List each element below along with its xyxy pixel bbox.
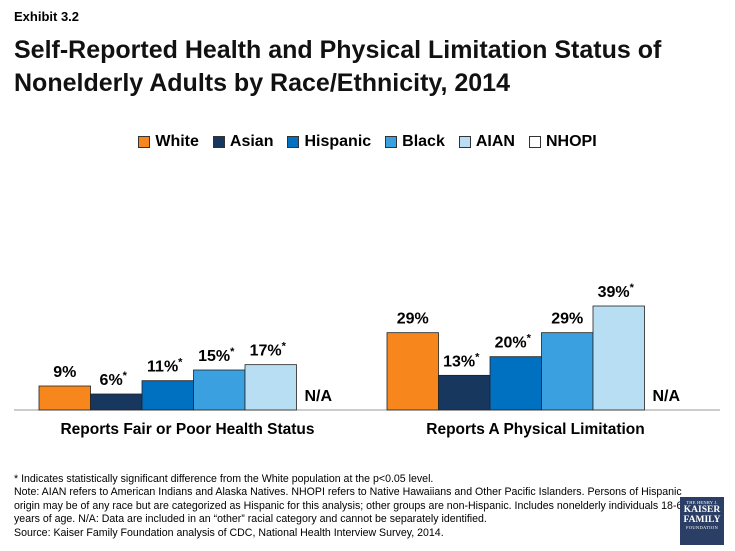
footnotes: * Indicates statistically significant di… — [14, 473, 689, 540]
data-label: 13%* — [443, 351, 480, 370]
data-label: 9% — [53, 364, 76, 381]
data-label: 20%* — [495, 333, 532, 352]
significance-asterisk: * — [630, 282, 635, 294]
data-label: 29% — [551, 311, 583, 328]
significance-asterisk: * — [475, 351, 480, 363]
bar-aian-1 — [592, 305, 645, 411]
legend-swatch-aian — [458, 136, 471, 148]
data-label: 17%* — [250, 341, 287, 360]
legend-item-white: White — [138, 133, 199, 151]
bar-black-1 — [541, 332, 594, 411]
significance-asterisk: * — [282, 341, 287, 353]
significance-asterisk: * — [178, 357, 183, 369]
category-label: Reports A Physical Limitation — [426, 421, 644, 438]
bar-chart: 9% 6%* 11%* 15%* 17%* N/A Reports Fair or Poor… — [14, 282, 720, 438]
category-label: Reports Fair or Poor Health Status — [60, 421, 314, 438]
data-label: 11%* — [147, 357, 183, 376]
data-label-na: N/A — [652, 388, 680, 405]
legend-label-white: White — [155, 133, 199, 150]
significance-asterisk: * — [123, 370, 128, 382]
legend-item-asian: Asian — [212, 133, 274, 151]
legend-swatch-asian — [212, 136, 225, 148]
significance-note: * Indicates statistically significant di… — [14, 473, 434, 485]
bar-aian-0 — [244, 364, 297, 411]
legend-item-black: Black — [385, 133, 445, 151]
bar-asian-0 — [90, 393, 143, 411]
legend-label-hispanic: Hispanic — [304, 133, 372, 150]
bar-hispanic-1 — [489, 356, 542, 411]
legend-label-nhopi: NHOPI — [545, 133, 597, 150]
data-label: 39%* — [598, 282, 635, 301]
data-label: 29% — [397, 311, 429, 328]
kff-logo: THE HENRY J. KAISER FAMILY FOUNDATION — [680, 497, 724, 545]
legend-swatch-nhopi — [528, 136, 541, 148]
chart-title: Self-Reported Health and Physical Limita… — [14, 36, 662, 97]
data-label-na: N/A — [304, 388, 332, 405]
data-label: 6%* — [100, 370, 128, 389]
exhibit-label: Exhibit 3.2 — [14, 9, 80, 24]
legend-item-hispanic: Hispanic — [287, 133, 371, 151]
significance-asterisk: * — [230, 346, 235, 358]
significance-asterisk: * — [527, 333, 532, 345]
bar-white-1 — [386, 332, 439, 411]
legend-label-asian: Asian — [229, 133, 274, 150]
bar-white-0 — [38, 385, 91, 411]
legend-item-nhopi: NHOPI — [528, 133, 597, 151]
legend-swatch-white — [138, 136, 151, 148]
source-note: Source: Kaiser Family Foundation analysi… — [14, 526, 444, 539]
legend-item-aian: AIAN — [458, 133, 515, 151]
legend-swatch-black — [385, 136, 398, 148]
bar-black-0 — [193, 369, 246, 411]
definitions-note: Note: AIAN refers to American Indians an… — [14, 486, 689, 526]
legend-swatch-hispanic — [287, 136, 300, 148]
bar-hispanic-0 — [141, 380, 194, 411]
bar-asian-1 — [438, 374, 491, 411]
legend: White Asian Hispanic Black AIAN NHOPI — [0, 133, 735, 151]
data-label: 15%* — [198, 346, 235, 365]
legend-label-black: Black — [402, 133, 445, 150]
legend-label-aian: AIAN — [475, 133, 515, 150]
